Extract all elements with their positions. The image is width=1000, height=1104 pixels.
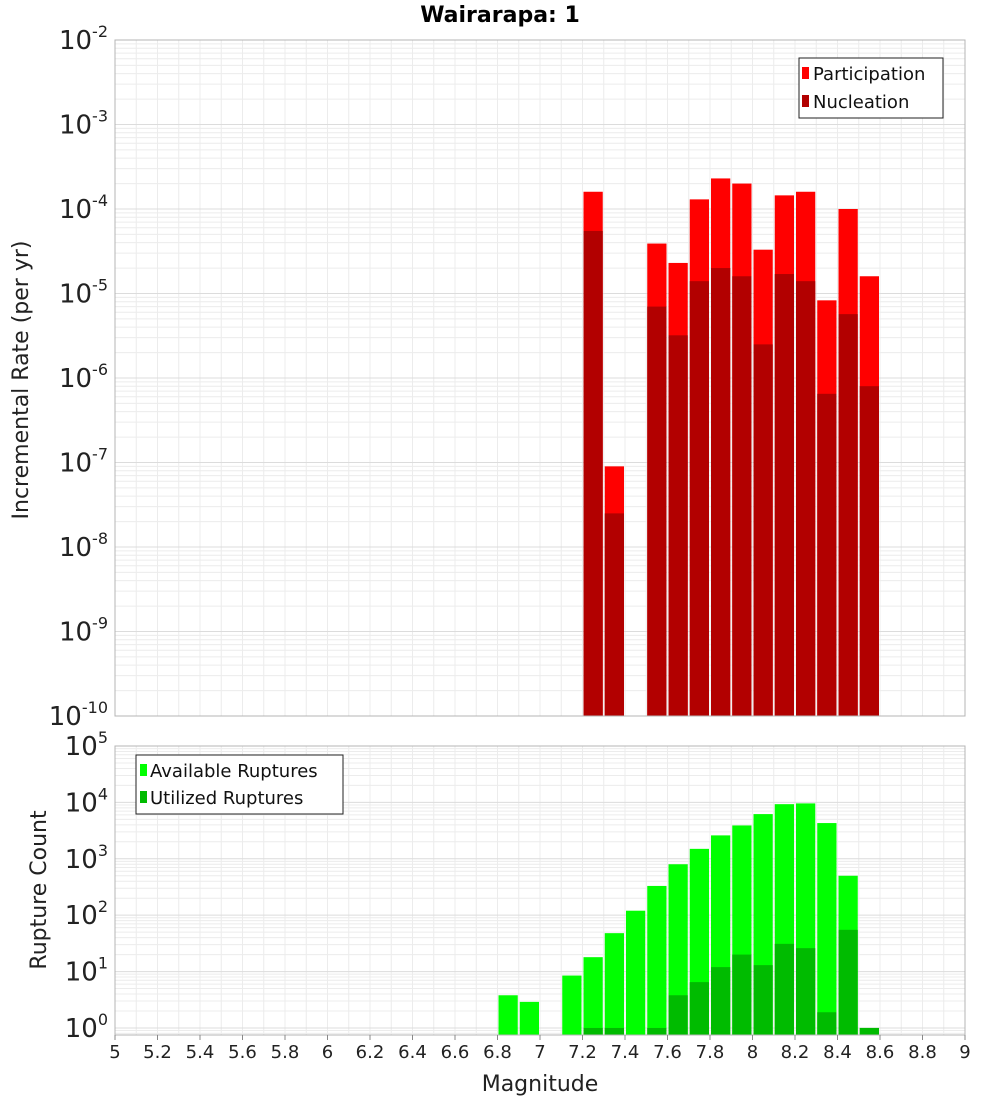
bottom-bar-series2 bbox=[604, 1027, 624, 1035]
legend-swatch-available bbox=[140, 764, 147, 776]
top-bar-series2 bbox=[583, 230, 603, 717]
bottom-bar-series2 bbox=[689, 982, 709, 1035]
x-tick-label: 8.2 bbox=[781, 1042, 810, 1063]
bottom-plot-panel: 105 104 103 102 101 100 5 5.2 5.4 5.6 5.8 6 6.2 6.4 6… bbox=[27, 728, 971, 1097]
bottom-legend-box bbox=[135, 754, 344, 815]
x-tick-label: 8.8 bbox=[908, 1042, 937, 1063]
top-bar-series2 bbox=[753, 344, 773, 716]
bottom-bar-series2 bbox=[732, 954, 752, 1035]
legend-swatch-nucleation bbox=[802, 95, 809, 107]
top-bar-series2 bbox=[647, 306, 667, 716]
top-bar-series2 bbox=[711, 268, 731, 716]
top-legend: Participation Nucleation bbox=[798, 57, 944, 119]
x-tick-label: 5.4 bbox=[186, 1042, 215, 1063]
bottom-bar-series2 bbox=[774, 943, 794, 1035]
x-tick-label: 6.2 bbox=[356, 1042, 385, 1063]
x-tick-label: 6.6 bbox=[441, 1042, 470, 1063]
legend-label-participation: Participation bbox=[813, 64, 925, 85]
bottom-bar-series1 bbox=[668, 864, 688, 1035]
top-bar-series2 bbox=[774, 274, 794, 716]
x-tick-label: 5.2 bbox=[143, 1042, 172, 1063]
bottom-bar-series2 bbox=[838, 929, 858, 1035]
top-y-tick-label: 10-5 bbox=[59, 276, 108, 310]
top-y-tick-label: 10-6 bbox=[59, 360, 108, 394]
bottom-bar-series1 bbox=[817, 823, 837, 1035]
legend-label-available: Available Ruptures bbox=[150, 761, 318, 782]
legend-label-nucleation: Nucleation bbox=[813, 92, 909, 113]
legend-swatch-participation bbox=[802, 67, 809, 79]
top-y-tick-label: 10-4 bbox=[59, 191, 108, 225]
top-y-tick-label: 10-2 bbox=[59, 22, 108, 56]
legend-label-utilized: Utilized Ruptures bbox=[150, 788, 303, 809]
chart-title: Wairarapa: 1 bbox=[420, 3, 580, 28]
x-tick-label: 8.6 bbox=[866, 1042, 895, 1063]
bottom-bar-series2 bbox=[817, 1012, 837, 1035]
x-tick-label: 7.2 bbox=[568, 1042, 597, 1063]
top-y-tick-label: 10-9 bbox=[59, 614, 108, 648]
top-bar-series2 bbox=[796, 281, 816, 716]
x-tick-label: 5.6 bbox=[228, 1042, 257, 1063]
top-bar-series2 bbox=[604, 513, 624, 716]
x-tick-label: 7.6 bbox=[653, 1042, 682, 1063]
bottom-y-axis-label: Rupture Count bbox=[27, 810, 52, 970]
bottom-bar-series2 bbox=[753, 965, 773, 1035]
top-bar-series2 bbox=[732, 276, 752, 716]
bottom-bar-series1 bbox=[498, 995, 518, 1035]
x-tick-label: 7.4 bbox=[611, 1042, 640, 1063]
top-bar-series2 bbox=[817, 393, 837, 716]
top-bars bbox=[583, 178, 879, 717]
top-bar-series2 bbox=[838, 314, 858, 716]
top-legend-box bbox=[798, 57, 944, 119]
bottom-bar-series2 bbox=[647, 1027, 667, 1035]
x-tick-label: 7.8 bbox=[696, 1042, 725, 1063]
bottom-bar-series1 bbox=[604, 933, 624, 1035]
top-plot-border bbox=[114, 39, 966, 717]
bottom-x-ticks: 5 5.2 5.4 5.6 5.8 6 6.2 6.4 6.6 6.8 7 7.2 7.4 7.6 7.8 8… bbox=[109, 1035, 971, 1063]
top-y-tick-label: 10-7 bbox=[59, 445, 108, 479]
bottom-y-tick-label: 102 bbox=[65, 897, 108, 931]
x-axis-label: Magnitude bbox=[482, 1072, 599, 1097]
bottom-bars bbox=[498, 803, 879, 1035]
top-grid bbox=[114, 39, 966, 717]
bottom-bar-series1 bbox=[647, 885, 667, 1035]
x-tick-label: 6.4 bbox=[398, 1042, 427, 1063]
top-y-axis-label: Incremental Rate (per yr) bbox=[9, 241, 34, 520]
bottom-bar-series2 bbox=[668, 995, 688, 1035]
bottom-legend: Available Ruptures Utilized Ruptures bbox=[135, 754, 344, 815]
x-tick-label: 5.8 bbox=[271, 1042, 300, 1063]
bottom-y-tick-label: 105 bbox=[65, 728, 108, 762]
bottom-bar-series2 bbox=[583, 1027, 603, 1035]
bottom-bar-series1 bbox=[626, 910, 646, 1035]
bottom-bar-series1 bbox=[519, 1001, 539, 1035]
top-y-tick-label: 10-3 bbox=[59, 107, 108, 141]
legend-swatch-utilized bbox=[140, 791, 147, 803]
top-bar-series2 bbox=[859, 386, 879, 716]
bottom-bar-series2 bbox=[859, 1027, 879, 1035]
bottom-y-tick-label: 101 bbox=[65, 954, 108, 988]
x-tick-label: 8 bbox=[747, 1042, 758, 1063]
top-bar-series2 bbox=[668, 335, 688, 716]
top-plot-panel: 10-2 10-3 10-4 10-5 10-6 10-7 10-8 10-9 10-10 In… bbox=[9, 22, 966, 732]
top-y-tick-label: 10-8 bbox=[59, 529, 108, 563]
x-tick-label: 6 bbox=[322, 1042, 333, 1063]
x-tick-label: 8.4 bbox=[823, 1042, 852, 1063]
top-bar-series2 bbox=[689, 281, 709, 716]
x-tick-label: 6.8 bbox=[483, 1042, 512, 1063]
bottom-y-tick-label: 104 bbox=[65, 784, 108, 818]
bottom-bar-series2 bbox=[711, 967, 731, 1035]
x-tick-label: 9 bbox=[959, 1042, 970, 1063]
bottom-bar-series2 bbox=[796, 948, 816, 1035]
bottom-y-tick-label: 100 bbox=[65, 1010, 108, 1044]
bottom-y-tick-label: 103 bbox=[65, 841, 108, 875]
bottom-bar-series1 bbox=[583, 957, 603, 1035]
x-tick-label: 5 bbox=[109, 1042, 120, 1063]
bottom-y-ticks: 105 104 103 102 101 100 bbox=[65, 728, 108, 1044]
top-y-ticks: 10-2 10-3 10-4 10-5 10-6 10-7 10-8 10-9 10-10 bbox=[49, 22, 108, 732]
x-tick-label: 7 bbox=[534, 1042, 545, 1063]
top-y-tick-label: 10-10 bbox=[49, 698, 108, 732]
bottom-bar-series1 bbox=[562, 975, 582, 1035]
